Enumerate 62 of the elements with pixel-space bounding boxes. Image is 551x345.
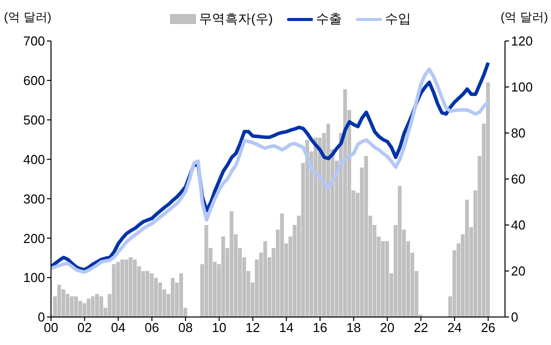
x-tick-label: 18 <box>346 320 361 336</box>
bar <box>74 296 78 317</box>
y2-tick-label: 80 <box>511 126 526 141</box>
bar <box>57 284 62 317</box>
bar <box>385 241 389 317</box>
bar <box>179 273 183 317</box>
y2-tick-label: 0 <box>511 310 518 325</box>
bar <box>170 278 175 317</box>
x-tick-label: 12 <box>246 320 260 336</box>
bar <box>128 257 133 317</box>
bar <box>364 156 368 317</box>
bar <box>230 211 234 317</box>
y-tick-label: 600 <box>23 73 45 88</box>
y2-tick-label: 40 <box>511 218 526 233</box>
bar <box>95 294 99 317</box>
x-tick-label: 14 <box>279 320 294 336</box>
y-tick-label: 100 <box>23 270 45 286</box>
y-axis-title: (억 달러) <box>4 10 52 24</box>
bar <box>146 271 150 317</box>
x-tick-label: 16 <box>312 320 328 336</box>
bar <box>154 278 158 317</box>
x-tick-label: 08 <box>178 320 193 336</box>
bar <box>116 262 120 317</box>
bar <box>150 273 154 317</box>
x-tick-label: 22 <box>414 320 428 336</box>
y2-tick-label: 20 <box>511 264 526 279</box>
bar <box>204 225 208 317</box>
legend-label: 무역흑자(우) <box>199 10 273 28</box>
legend-label: 수출 <box>316 10 342 28</box>
x-tick-label: 02 <box>77 320 92 336</box>
y-tick-label: 0 <box>38 310 45 325</box>
bar <box>124 260 128 317</box>
bar <box>343 89 347 317</box>
y-tick-label: 500 <box>23 112 45 128</box>
x-tick-label: 24 <box>447 320 462 336</box>
x-tick-label: 04 <box>111 320 126 336</box>
y-tick-label: 700 <box>23 34 45 49</box>
legend-label: 수입 <box>384 10 411 28</box>
bar <box>263 241 268 317</box>
bar <box>221 236 226 317</box>
y-tick-label: 400 <box>23 152 45 167</box>
bar <box>132 260 137 317</box>
x-tick-label: 10 <box>212 320 226 336</box>
y2-tick-label: 60 <box>511 172 526 187</box>
bar <box>112 264 116 317</box>
bar <box>465 200 469 317</box>
x-tick-label: 20 <box>380 320 395 336</box>
bar <box>62 289 66 317</box>
x-tick-label: 26 <box>480 320 496 336</box>
bar <box>280 214 284 317</box>
bar <box>314 138 318 317</box>
bar <box>486 82 490 317</box>
y-tick-label: 300 <box>23 191 45 206</box>
bar <box>86 298 91 317</box>
bar <box>120 260 124 317</box>
x-tick-label: 06 <box>144 320 160 336</box>
y-tick-label: 200 <box>23 230 45 246</box>
y2-axis-title: (억 달러) <box>500 10 548 24</box>
bar <box>398 186 402 317</box>
y2-tick-label: 120 <box>511 34 533 49</box>
x-tick-label: 00 <box>44 320 58 336</box>
y2-tick-label: 100 <box>511 80 533 95</box>
